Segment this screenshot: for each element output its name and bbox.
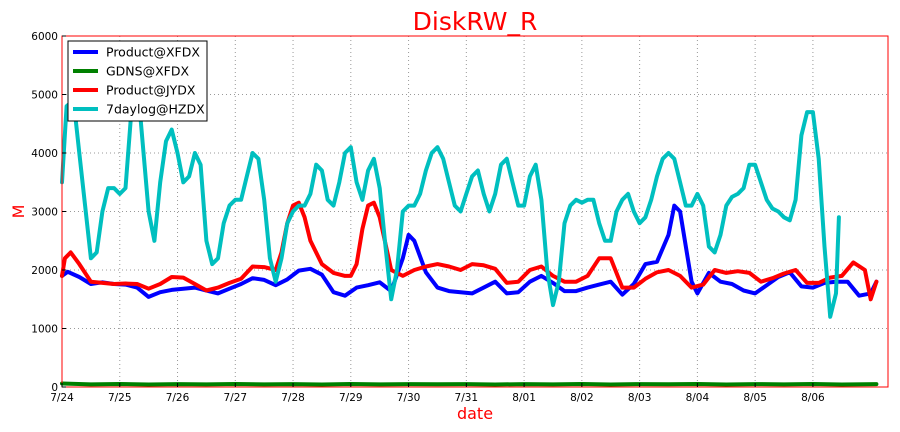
x-tick-label: 7/31 [455,392,479,404]
x-axis: 7/24 7/25 7/26 7/27 7/28 7/29 7/30 7/31 8/01 8/02… [50,383,825,404]
y-tick-label: 6000 [31,31,58,43]
x-tick-label: 8/04 [686,392,710,404]
series-lines [60,98,879,387]
grid [62,36,888,387]
chart-title: DiskRW_R [413,7,538,36]
x-tick-label: 8/03 [628,392,652,404]
y-tick-label: 0 [51,382,58,394]
series-line [60,381,879,387]
x-tick-label: 7/30 [397,392,421,404]
x-tick-label: 7/29 [339,392,363,404]
y-axis-label: M [9,205,28,219]
legend: Product@XFDX GDNS@XFDX Product@JYDX 7daylog… [67,40,208,122]
x-tick-label: 7/25 [108,392,132,404]
x-tick-label: 8/01 [512,392,536,404]
legend-label: Product@JYDX [106,83,196,98]
x-tick-label: 7/24 [50,392,74,404]
x-tick-label: 7/28 [281,392,305,404]
legend-label: Product@XFDX [106,45,200,60]
legend-label: 7daylog@HZDX [106,102,205,117]
legend-label: GDNS@XFDX [106,64,189,79]
x-tick-label: 8/02 [570,392,594,404]
x-axis-label: date [457,404,493,423]
series-line [60,203,879,299]
y-tick-label: 4000 [31,148,58,160]
series-line [60,200,879,302]
x-tick-label: 8/05 [743,392,767,404]
y-tick-label: 3000 [31,207,58,219]
y-axis: 0 1000 2000 3000 4000 5000 6000 [31,31,66,394]
y-tick-label: 5000 [31,90,58,102]
x-tick-label: 7/27 [223,392,247,404]
x-tick-label: 7/26 [166,392,190,404]
y-tick-label: 1000 [31,324,58,336]
series-line [60,98,841,319]
x-tick-label: 8/06 [801,392,825,404]
y-tick-label: 2000 [31,265,58,277]
